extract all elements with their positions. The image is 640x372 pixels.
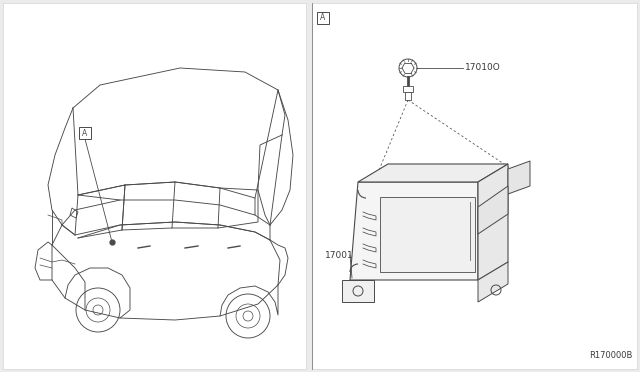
Polygon shape	[478, 164, 508, 280]
Polygon shape	[508, 161, 530, 194]
Text: A: A	[321, 13, 326, 22]
Bar	[403, 86, 413, 92]
Polygon shape	[478, 262, 508, 302]
Bar	[380, 197, 475, 272]
Text: A: A	[83, 128, 88, 138]
Bar	[405, 92, 411, 100]
Polygon shape	[478, 186, 508, 234]
Bar	[79, 127, 91, 139]
Text: 17001: 17001	[325, 250, 354, 260]
Text: 17010O: 17010O	[465, 64, 500, 73]
Bar	[3, 3, 306, 369]
Polygon shape	[350, 182, 478, 280]
Text: R170000B: R170000B	[589, 351, 633, 360]
Bar	[342, 280, 374, 302]
Bar	[317, 12, 329, 24]
Bar	[312, 3, 637, 369]
Polygon shape	[358, 164, 508, 182]
